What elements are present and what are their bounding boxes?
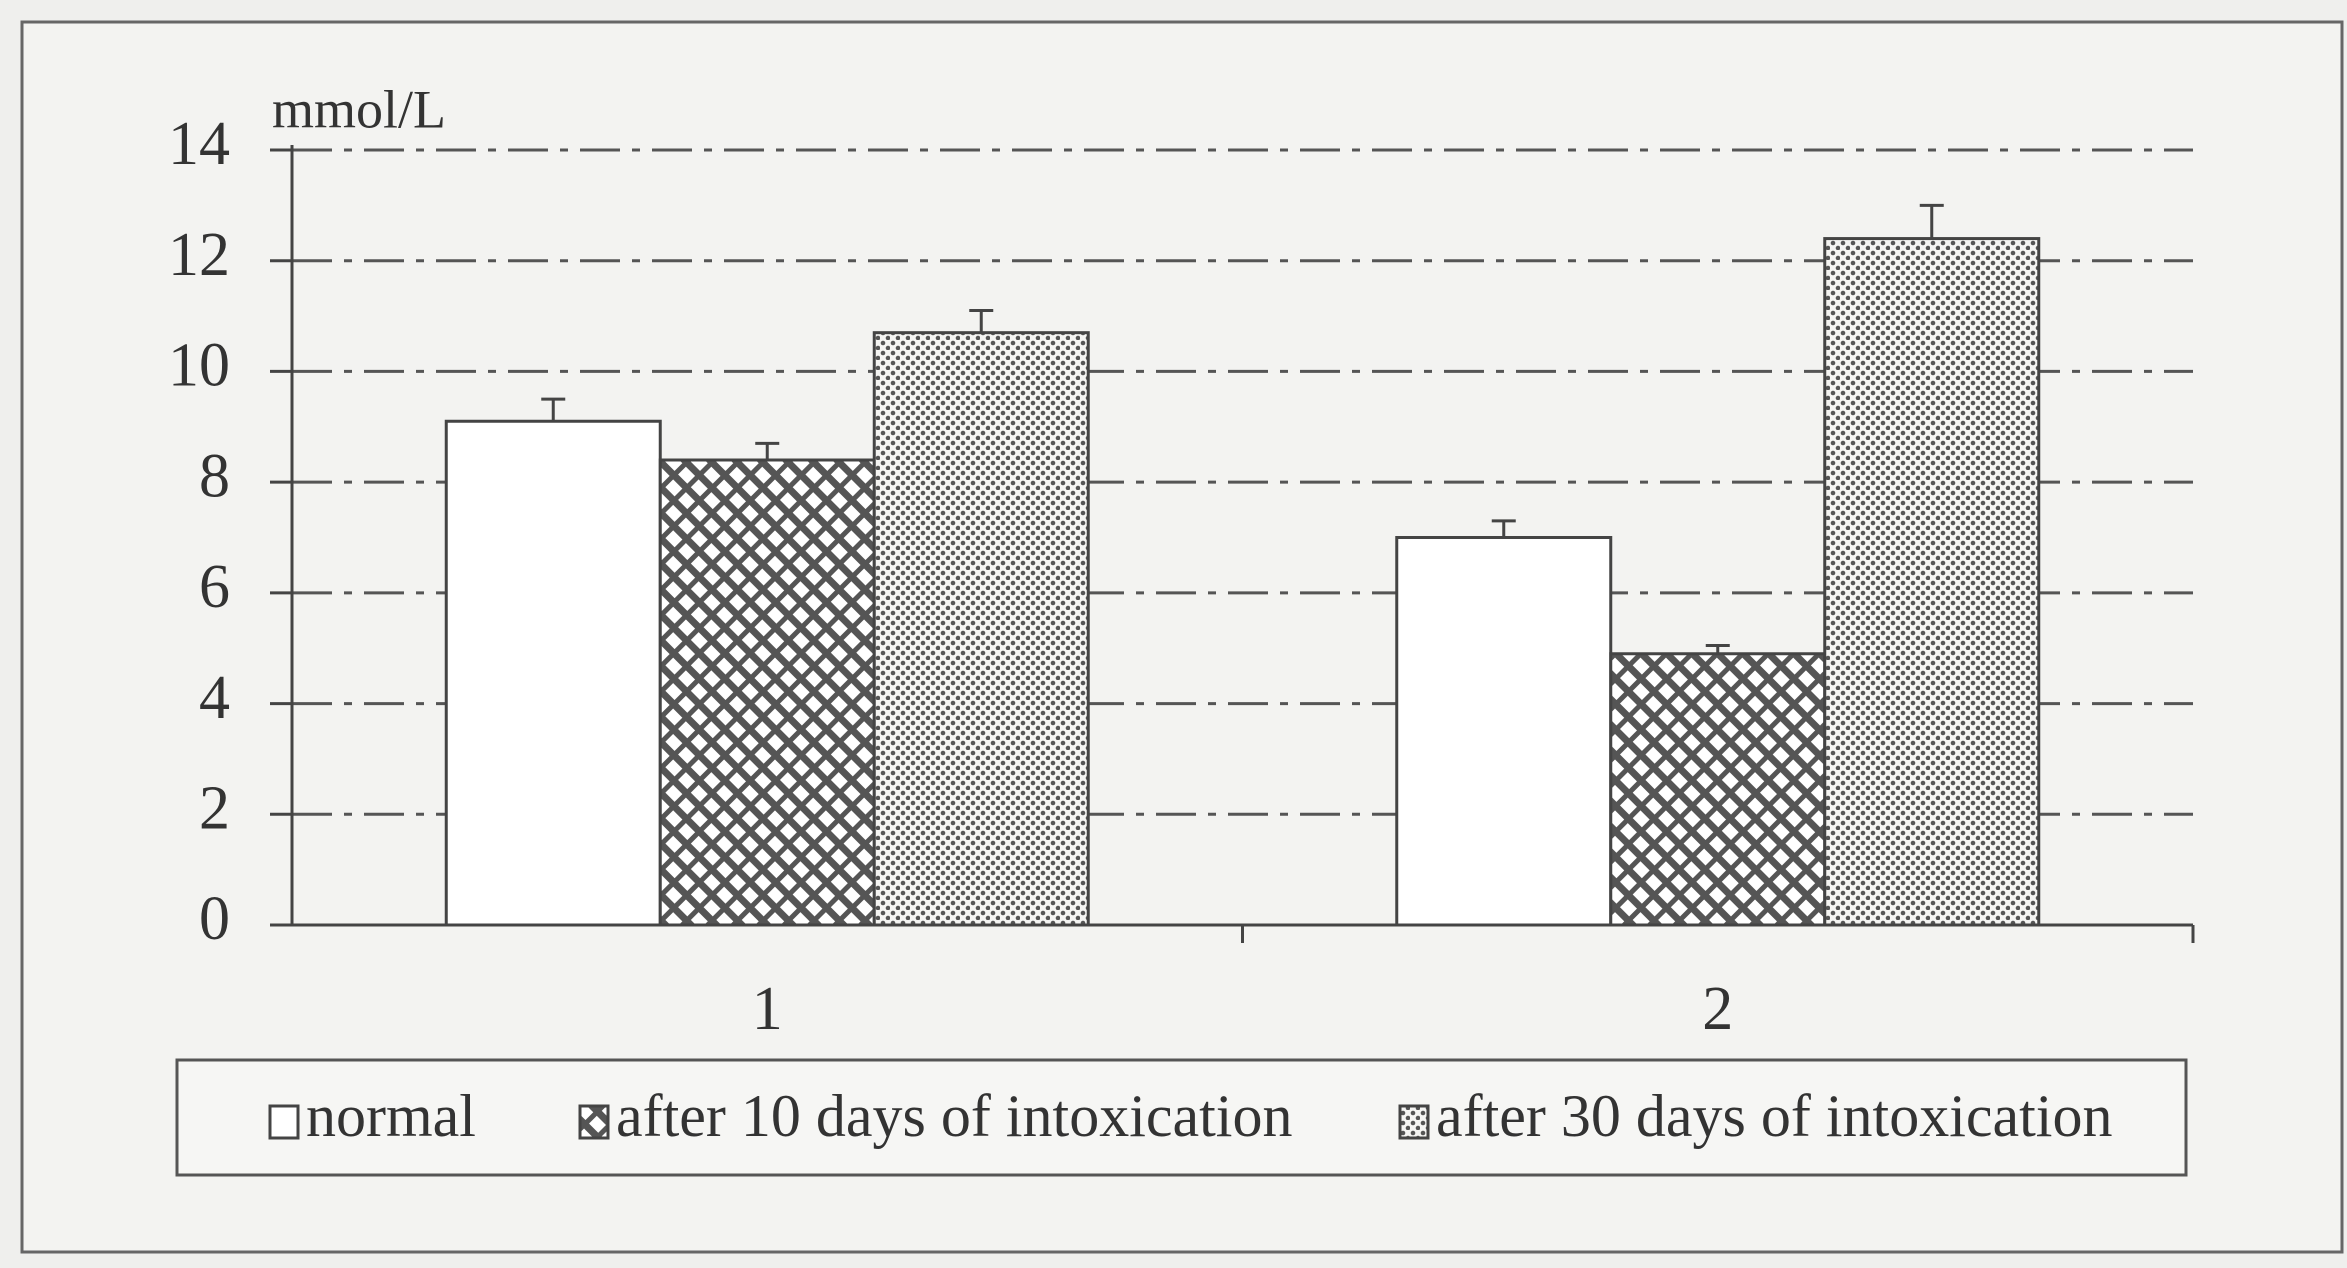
y-tick-label: 6 — [199, 553, 230, 621]
legend-swatch — [268, 1104, 300, 1140]
y-tick-label: 4 — [199, 664, 230, 732]
y-tick-label: 8 — [199, 442, 230, 510]
legend-swatch — [1398, 1104, 1430, 1140]
error-bar — [541, 397, 566, 422]
x-tick-label: 2 — [1702, 975, 1733, 1043]
y-tick-label: 10 — [168, 332, 230, 400]
bar — [1609, 652, 1827, 927]
error-bar — [1919, 203, 1944, 239]
legend-label: normal — [306, 1083, 476, 1149]
bar — [658, 458, 876, 927]
x-tick-label: 1 — [752, 975, 783, 1043]
legend: normal after 10 days of intoxication after… — [268, 1083, 2112, 1149]
error-bar — [969, 309, 994, 333]
error-bar — [1705, 643, 1730, 654]
bar — [872, 331, 1090, 927]
y-tick-label: 12 — [168, 221, 230, 289]
error-bar — [1491, 519, 1516, 538]
legend-label: after 10 days of intoxication — [616, 1083, 1292, 1149]
bar — [444, 419, 662, 927]
bar — [1395, 536, 1613, 927]
legend-box — [175, 1058, 2188, 1177]
y-tick-label: 2 — [199, 775, 230, 843]
error-bar — [755, 441, 780, 460]
legend-swatch — [578, 1104, 610, 1140]
legend-label: after 30 days of intoxication — [1436, 1083, 2112, 1149]
y-tick-label: 14 — [168, 110, 230, 178]
bar — [1823, 237, 2041, 927]
y-tick-label: 0 — [199, 885, 230, 953]
y-axis-label: mmol/L — [272, 79, 446, 139]
